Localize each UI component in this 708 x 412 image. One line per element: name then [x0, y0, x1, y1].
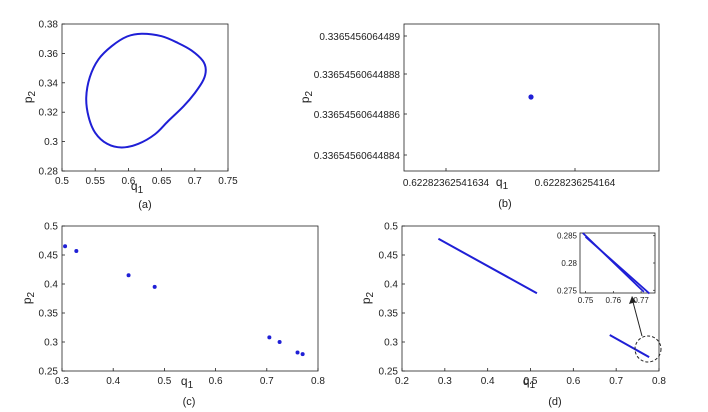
- panel-c-xtick-label: 0.6: [209, 376, 223, 387]
- panel-c-frame: [61, 225, 319, 372]
- panel-a-ytick-label: 0.34: [39, 78, 59, 89]
- panel-d-ytick-label: 0.25: [379, 367, 399, 378]
- panel-b-ylabel: p2: [298, 90, 315, 103]
- panel-a-ylabel: p2: [21, 90, 38, 103]
- panel-d-segment: [609, 334, 650, 358]
- panel-c-xtick-label: 0.5: [157, 376, 171, 387]
- panel-d-inset: 0.75 0.76 0.77 0.285 0.28 0.275: [557, 232, 656, 305]
- panel-c-xtick-label: 0.4: [106, 376, 120, 387]
- panel-d-inset-xtick-label: 0.75: [578, 296, 594, 305]
- panel-b-ytick: 0.33654560644886: [314, 110, 401, 121]
- panel-a-caption: (a): [138, 199, 151, 211]
- panel-c-point: [126, 273, 131, 278]
- panel-c-point: [152, 284, 157, 289]
- panel-c-ytick-label: 0.35: [39, 309, 59, 320]
- panel-a-xtick-label: 0.65: [152, 176, 172, 187]
- panel-c-point: [63, 244, 68, 249]
- panel-d-zoom-arrow-head: [629, 296, 636, 304]
- panel-d-inset-ytick-label: 0.275: [557, 286, 578, 295]
- panel-d-ytick-label: 0.35: [379, 309, 399, 320]
- panel-c-caption: (c): [183, 396, 196, 408]
- panel-d-xtick-label: 0.5: [524, 376, 538, 387]
- panel-a-xtick-label: 0.5: [55, 176, 69, 187]
- panel-d-zoom-arrow: [632, 301, 643, 337]
- panel-b-xtick: 0.6228236254164: [535, 178, 616, 189]
- panel-a-xtick-label: 0.7: [188, 176, 202, 187]
- panel-d-xtick-label: 0.2: [395, 376, 409, 387]
- panel-d-ytick-label: 0.4: [384, 280, 398, 291]
- panel-a-orbit-curve: [85, 32, 207, 149]
- panel-b-xlabel: q1: [496, 175, 509, 192]
- panel-a-frame: [61, 23, 229, 172]
- panel-d-ytick-label: 0.5: [384, 222, 398, 233]
- panel-a-ytick-label: 0.32: [39, 108, 59, 119]
- panel-c-point: [300, 352, 305, 357]
- panel-d-inset-ytick-label: 0.28: [561, 259, 577, 268]
- panel-b-xtick: 0.62282362541634: [403, 178, 490, 189]
- panel-a-xtick-label: 0.55: [85, 176, 105, 187]
- panel-c-xlabel: q1: [181, 374, 194, 391]
- panel-d-inset-ytick-label: 0.285: [557, 232, 578, 241]
- panel-d-ytick-label: 0.45: [379, 251, 399, 262]
- panel-b-frame: [403, 23, 660, 172]
- panel-c-ytick-label: 0.4: [44, 280, 58, 291]
- panel-d-inset-xtick-label: 0.76: [606, 296, 622, 305]
- panel-b-caption: (b): [498, 198, 511, 210]
- panel-b-point: [528, 94, 534, 100]
- panel-b: 0.62282362541634 0.6228236254164 0.33654…: [298, 23, 660, 210]
- panel-c: 0.3 0.4 0.5 0.6 0.7 0.8 0.250.30.350.40.450.5…: [20, 222, 325, 409]
- panel-d-segment: [437, 237, 538, 295]
- panel-d-zoom-circle: [634, 335, 662, 363]
- panel-c-point: [74, 248, 79, 253]
- panel-d-xtick-label: 0.7: [609, 376, 623, 387]
- panel-c-ytick-label: 0.3: [44, 338, 58, 349]
- panel-c-point: [295, 350, 300, 355]
- panel-b-ytick: 0.3365456064489: [319, 32, 400, 43]
- panel-c-ylabel: p2: [20, 291, 37, 304]
- panel-a-ytick-label: 0.36: [39, 49, 59, 60]
- panel-c-point: [277, 340, 282, 344]
- panel-d-xlabel: q1: [523, 374, 536, 391]
- panel-a-xtick-label: 0.6: [121, 176, 135, 187]
- panel-a-ytick-label: 0.3: [44, 137, 58, 148]
- panel-d-inset-segment: [584, 236, 651, 295]
- panel-c-ytick-label: 0.5: [44, 222, 58, 233]
- panel-d-xtick-label: 0.3: [438, 376, 452, 387]
- panel-d-caption: (d): [548, 396, 561, 408]
- panel-d-ytick-label: 0.3: [384, 338, 398, 349]
- panel-c-xtick-label: 0.7: [260, 376, 274, 387]
- panel-a-xlabel: q1: [131, 179, 144, 196]
- panel-c-xtick-label: 0.8: [311, 376, 325, 387]
- panel-d-xtick-label: 0.8: [652, 376, 666, 387]
- panel-c-ytick-label: 0.25: [39, 367, 59, 378]
- panel-d-inset-xtick-label: 0.77: [633, 296, 649, 305]
- panel-d-xtick-label: 0.6: [566, 376, 580, 387]
- panel-d-xtick-label: 0.4: [481, 376, 495, 387]
- panel-d-ylabel: p2: [359, 291, 376, 304]
- panel-c-ytick-label: 0.45: [39, 251, 59, 262]
- panel-c-xtick-label: 0.3: [55, 376, 69, 387]
- panel-a-ytick-label: 0.38: [39, 20, 59, 31]
- panel-c-point: [267, 335, 272, 340]
- panel-b-ytick: 0.33654560644884: [314, 151, 401, 162]
- panel-d: 0.2 0.3 0.4 0.5 0.6 0.7 0.8 0.25 0.3 0.35 0.4 0.45…: [359, 222, 666, 409]
- panel-a: 0.5 0.55 0.6 0.65 0.7 0.75 0.28 0.3 0.32 0.34 0.3…: [21, 20, 238, 212]
- panel-a-ytick-label: 0.28: [39, 167, 59, 178]
- panel-a-xtick-label: 0.75: [218, 176, 238, 187]
- panel-b-ytick: 0.33654560644888: [314, 70, 401, 81]
